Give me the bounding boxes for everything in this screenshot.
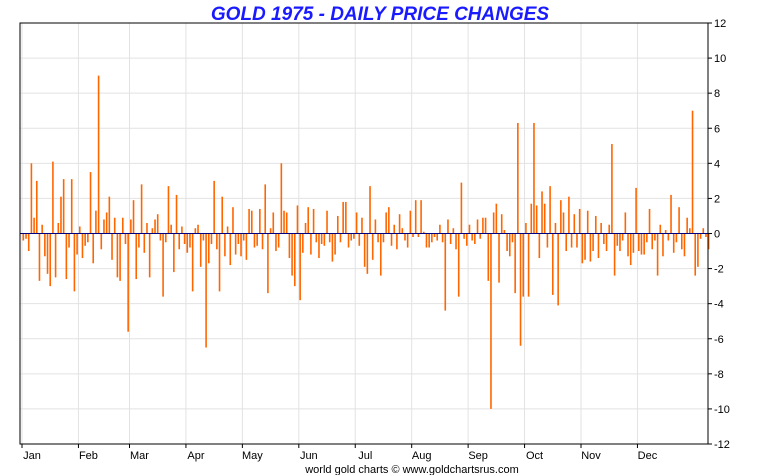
x-tick-label-oct: Oct: [526, 450, 543, 462]
chart-footer-credit: world gold charts © www.goldchartsrus.co…: [304, 464, 519, 475]
x-tick-label-may: May: [242, 450, 263, 462]
x-tick-label-feb: Feb: [79, 450, 98, 462]
x-tick-label-sep: Sep: [468, 450, 488, 462]
x-tick-label-jul: Jul: [358, 450, 372, 462]
y-tick-label: 6: [714, 123, 720, 135]
y-tick-label: 10: [714, 53, 726, 65]
y-tick-label: -4: [714, 299, 724, 311]
y-tick-label: -10: [714, 404, 730, 416]
x-tick-label-mar: Mar: [130, 450, 149, 462]
y-tick-label: -6: [714, 334, 724, 346]
y-tick-label: 4: [714, 158, 720, 170]
x-axis-ticks: Jan Feb Mar Apr May Jun Jul Aug Sep Oct Nov Dec: [21, 444, 658, 462]
x-tick-label-dec: Dec: [638, 450, 658, 462]
x-tick-label-aug: Aug: [412, 450, 432, 462]
x-tick-label-nov: Nov: [581, 450, 601, 462]
y-axis-ticks: 12 10 8 6 4 2 0 -2 -4 -6 -8 -10 -12: [708, 18, 730, 451]
y-tick-label: 8: [714, 88, 720, 100]
y-tick-label: 0: [714, 229, 720, 241]
data-bars: [22, 75, 710, 409]
x-tick-label-jan: Jan: [23, 450, 41, 462]
x-tick-label-jun: Jun: [300, 450, 318, 462]
y-tick-label: -2: [714, 264, 724, 276]
y-tick-label: -8: [714, 369, 724, 381]
chart-title: GOLD 1975 - DAILY PRICE CHANGES: [211, 4, 550, 25]
y-tick-label: 12: [714, 18, 726, 30]
y-tick-label: -12: [714, 439, 730, 451]
y-tick-label: 2: [714, 193, 720, 205]
axes: [19, 22, 709, 445]
x-tick-label-apr: Apr: [187, 450, 204, 462]
